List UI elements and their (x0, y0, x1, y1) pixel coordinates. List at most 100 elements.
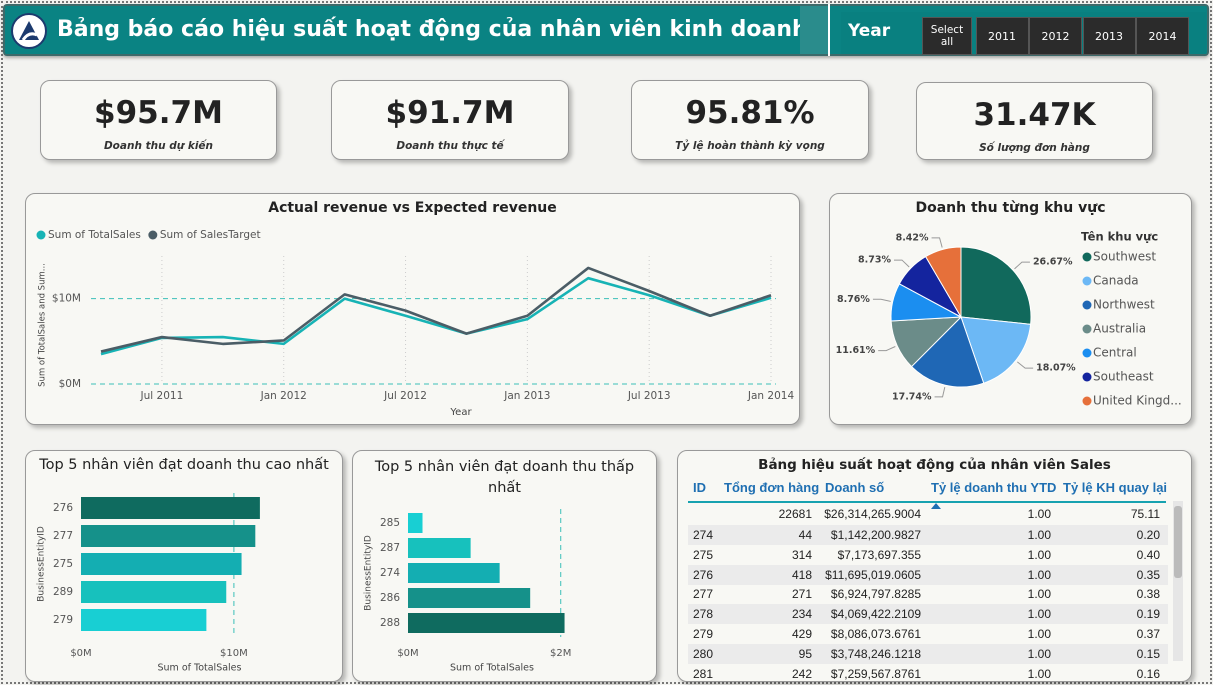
slicer-option[interactable]: Select all (922, 17, 972, 55)
table-cell: $7,259,567.8761 (830, 666, 921, 681)
table-cell: $6,924,797.8285 (830, 587, 921, 602)
x-tick-label: $10M (220, 648, 248, 659)
legend-marker (1082, 372, 1092, 382)
table-cell: 1.00 (1027, 646, 1051, 661)
legend-label: United Kingd... (1093, 394, 1182, 408)
table-cell: 1.00 (1027, 587, 1051, 602)
table-cell: 277 (693, 587, 714, 602)
kpi-label: Doanh thu thực tế (396, 140, 504, 152)
table-cell: 1.00 (1027, 666, 1051, 681)
slicer-option[interactable]: 2011 (975, 17, 1029, 55)
x-tick-label: Jul 2013 (627, 390, 671, 402)
kpi-card: $91.7M Doanh thu thực tế (331, 80, 569, 160)
table-cell: 0.40 (1136, 547, 1160, 562)
slicer-option[interactable]: 2014 (1136, 17, 1189, 55)
kpi-value: 31.47K (973, 97, 1096, 133)
y-tick-label: 287 (380, 542, 400, 554)
header-divider (800, 6, 828, 54)
kpi-card: $95.7M Doanh thu dự kiến (40, 80, 277, 160)
legend-label: Sum of TotalSales (48, 229, 141, 241)
legend-marker (1082, 276, 1092, 286)
legend-marker (1082, 348, 1092, 358)
legend-marker (36, 230, 46, 240)
x-axis-title: Year (449, 407, 472, 418)
column-header: ID (693, 480, 706, 495)
x-tick-label: Jul 2011 (140, 390, 184, 402)
kpi-card: 95.81% Tỷ lệ hoàn thành kỳ vọng (631, 80, 869, 160)
total-cell: 22681 (778, 507, 812, 521)
logo (11, 13, 47, 49)
table-cell: $7,173,697.355 (837, 547, 921, 562)
table-cell: 0.35 (1136, 567, 1160, 582)
total-cell: 1.00 (1027, 507, 1051, 521)
kpi-value: $91.7M (385, 95, 515, 131)
row-background (688, 643, 1168, 664)
slicer-option[interactable]: 2012 (1029, 17, 1082, 55)
x-tick-label: Jul 2012 (383, 390, 427, 402)
y-axis-title: BusinessEntityID (37, 526, 47, 602)
legend-marker (1082, 324, 1092, 334)
table-cell: 271 (791, 587, 812, 602)
table-cell: 429 (791, 627, 812, 641)
table-cell: 95 (798, 646, 812, 661)
table-cell: $1,142,200.9827 (830, 528, 921, 542)
table-cell: 44 (798, 528, 812, 542)
kpi-label: Số lượng đơn hàng (979, 142, 1090, 154)
y-tick-label: 275 (53, 558, 73, 570)
line-chart: $0M $10M Jul 2011 Jan 2012 Jul 2012 Jan 2013 J… (36, 229, 795, 418)
row-background (688, 564, 1168, 585)
bar (408, 588, 531, 608)
chart-title: Top 5 nhân viên đạt doanh thu cao nhất (39, 457, 329, 473)
table-cell: $11,695,019.0605 (825, 567, 921, 582)
x-tick-label: Jan 2014 (747, 390, 795, 402)
sort-indicator (931, 503, 941, 509)
table-cell: 1.00 (1027, 627, 1051, 641)
table-cell: $8,086,073.6761 (830, 627, 921, 641)
data-label: 17.74% (892, 391, 932, 402)
kpi-card: 31.47K Số lượng đơn hàng (916, 82, 1153, 160)
scroll-thumb[interactable] (1174, 506, 1182, 578)
chart-title: Top 5 nhân viên đạt doanh thu thấp nhất (374, 459, 635, 496)
y-tick-label: 276 (53, 502, 73, 514)
table-cell: 281 (693, 666, 714, 681)
bar (408, 563, 500, 583)
bar (408, 538, 471, 558)
bar-chart-card: Top 5 nhân viên đạt doanh thu cao nhất $… (25, 450, 343, 682)
column-header: Tỷ lệ KH quay lại (1063, 480, 1168, 495)
leader-line (878, 346, 896, 352)
bar-chart: $0M $2M 285 287 274 286 288 Sum of TotalSales Bu… (364, 509, 571, 674)
bar-chart: $0M $10M 276 277 275 289 279 Sum of TotalSales B… (37, 493, 260, 674)
data-label: 8.42% (896, 232, 929, 243)
slicer-option[interactable]: 2013 (1082, 17, 1136, 55)
bar (408, 613, 565, 633)
table-cell: 1.00 (1027, 607, 1051, 622)
pie-slice (960, 246, 1032, 325)
pie-chart: 26.67% 18.07% 17.74% 11.61% 8.76% 8.73% 8.42% T… (836, 230, 1182, 408)
table-cell: 278 (693, 607, 714, 622)
y-tick-label: $10M (52, 293, 81, 305)
table-cell: 0.16 (1136, 666, 1160, 681)
x-axis-title: Sum of TotalSales (158, 663, 242, 674)
bar (408, 513, 423, 533)
pie-slice (924, 246, 962, 319)
header-separator (828, 4, 830, 56)
line-chart-card: Actual revenue vs Expected revenue $0M $1… (25, 193, 800, 425)
column-header: Tỷ lệ doanh thu YTD (931, 480, 1057, 495)
x-tick-label: Jan 2013 (503, 390, 550, 402)
legend-marker (1082, 300, 1092, 310)
legend-marker (1082, 252, 1092, 262)
y-tick-label: 277 (53, 530, 73, 542)
legend-label: Canada (1093, 274, 1139, 288)
y-tick-label: 279 (53, 614, 73, 626)
table-card: Bảng hiệu suất hoạt động của nhân viên S… (677, 450, 1192, 682)
scrollbar[interactable] (1173, 501, 1183, 661)
table-cell: 279 (693, 627, 714, 641)
table-cell: 1.00 (1027, 528, 1051, 542)
table-cell: 1.00 (1027, 567, 1051, 582)
leader-line (1017, 361, 1034, 369)
leader-line (872, 298, 891, 302)
column-header: Tổng đơn hàng (724, 480, 820, 495)
kpi-value: $95.7M (94, 95, 223, 131)
bar (81, 553, 242, 575)
table-cell: 0.37 (1136, 627, 1160, 641)
